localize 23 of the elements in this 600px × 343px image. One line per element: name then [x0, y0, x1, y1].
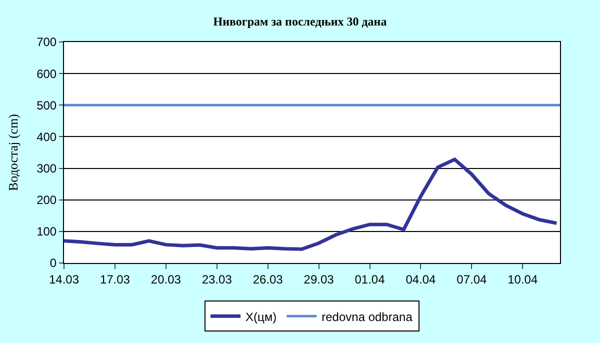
- y-tick-label: 300: [36, 161, 57, 176]
- x-tick-label: 14.03: [48, 272, 80, 286]
- x-tick-label: 26.03: [252, 272, 284, 286]
- x-tick-label: 29.03: [304, 272, 334, 286]
- y-tick-label: 0: [50, 256, 57, 270]
- x-tick-label: 01.04: [354, 272, 386, 286]
- line-series: [64, 158, 558, 251]
- x-tick-label: 10.04: [508, 272, 538, 286]
- y-tick-label: 200: [36, 193, 57, 208]
- y-tick-label: 700: [36, 35, 57, 50]
- x-tick-label: 17.03: [100, 272, 130, 286]
- x-tick-label: 07.04: [456, 272, 488, 286]
- x-tick-label: 23.03: [202, 272, 232, 286]
- x-tick-label: 20.03: [150, 272, 182, 286]
- y-axis-title: Водостај (cm): [6, 114, 21, 192]
- legend-label: X(цм): [246, 310, 277, 324]
- y-tick-label: 400: [36, 130, 57, 144]
- y-tick-label: 600: [36, 66, 57, 81]
- y-tick-label: 100: [36, 224, 57, 239]
- y-tick-label: 500: [36, 98, 57, 112]
- chart-title: Нивограм за последњих 30 дана: [213, 14, 387, 29]
- x-tick-label: 04.04: [406, 272, 436, 286]
- legend-label: redovna odbrana: [322, 310, 413, 324]
